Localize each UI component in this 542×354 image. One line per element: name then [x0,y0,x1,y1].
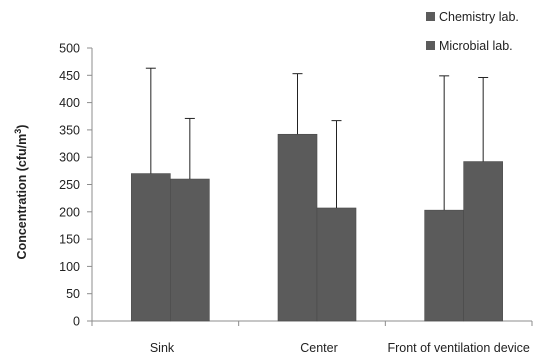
y-tick-label: 500 [59,42,80,56]
bar-microbial [316,207,357,322]
y-ticks: 0 50 100 150 200 250 300 350 400 450 500 [59,42,92,329]
y-tick-label: 150 [59,233,80,247]
y-tick-label: 350 [59,123,80,137]
legend-label: Chemistry lab. [439,10,519,24]
y-tick-label: 50 [66,287,80,301]
bar-microbial [463,161,503,322]
x-tick-label: Front of ventilation device [387,341,529,354]
bar-microbial [170,178,210,322]
y-tick-label: 250 [59,178,80,192]
bar-chemistry [131,173,171,322]
bar-chemistry [277,133,318,322]
legend: Chemistry lab. Microbial lab. [426,10,519,53]
x-ticks: Sink Center Front of ventilation device [91,321,533,354]
y-tick-label: 0 [73,315,80,329]
error-bars [145,67,489,211]
y-tick-label: 300 [59,151,80,165]
bars [131,133,503,322]
legend-swatch [426,12,435,21]
y-tick-label: 100 [59,260,80,274]
y-tick-label: 400 [59,96,80,110]
x-tick-label: Center [300,341,338,354]
legend-swatch [426,41,435,50]
y-axis-label-tail: ) [15,125,29,129]
bar-chemistry [424,209,464,322]
y-axis-label: Concentration (cfu/m3) [13,125,29,260]
y-tick-label: 450 [59,69,80,83]
y-axis-label-superscript: 3 [13,129,23,134]
x-tick-label: Sink [150,341,175,354]
y-tick-label: 200 [59,205,80,219]
legend-label: Microbial lab. [439,39,513,53]
y-axis-label-main: Concentration (cfu/m [15,134,29,260]
